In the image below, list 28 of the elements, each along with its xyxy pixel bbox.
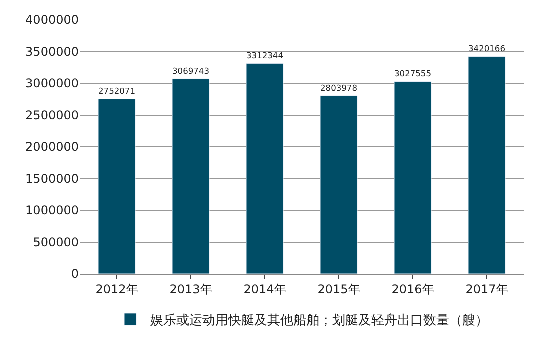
data-label: 3312344 [246,50,284,61]
x-tick-label: 2012年 [96,282,138,296]
x-tick-label: 2016年 [392,282,434,296]
legend-label: 娱乐或运动用快艇及其他船舶；划艇及轻舟出口数量（艘） [150,314,488,328]
y-tick-label: 0 [71,267,79,282]
data-label: 2803978 [320,82,358,93]
bar [172,78,210,274]
bar [98,98,136,274]
x-tick-label: 2014年 [244,282,286,296]
data-label: 3069743 [172,66,210,76]
bar [394,82,432,274]
y-tick-label: 1500000 [26,172,79,186]
bar [246,63,284,274]
x-tick-label: 2015年 [318,282,360,296]
x-tick-label: 2013年 [170,282,212,296]
y-tick-label: 3500000 [26,44,79,59]
y-tick-label: 500000 [33,235,79,250]
data-label: 2752071 [98,86,136,96]
data-label: 3027555 [394,68,432,79]
y-tick-label: 4000000 [26,13,79,28]
y-tick-label: 2500000 [26,108,79,122]
y-tick-label: 2000000 [26,140,79,154]
y-tick-label: 1000000 [26,204,79,218]
bar [320,96,358,274]
bar [468,56,506,274]
y-tick-label: 3000000 [26,76,79,91]
x-tick-label: 2017年 [466,282,508,296]
data-label: 3420166 [468,44,506,54]
